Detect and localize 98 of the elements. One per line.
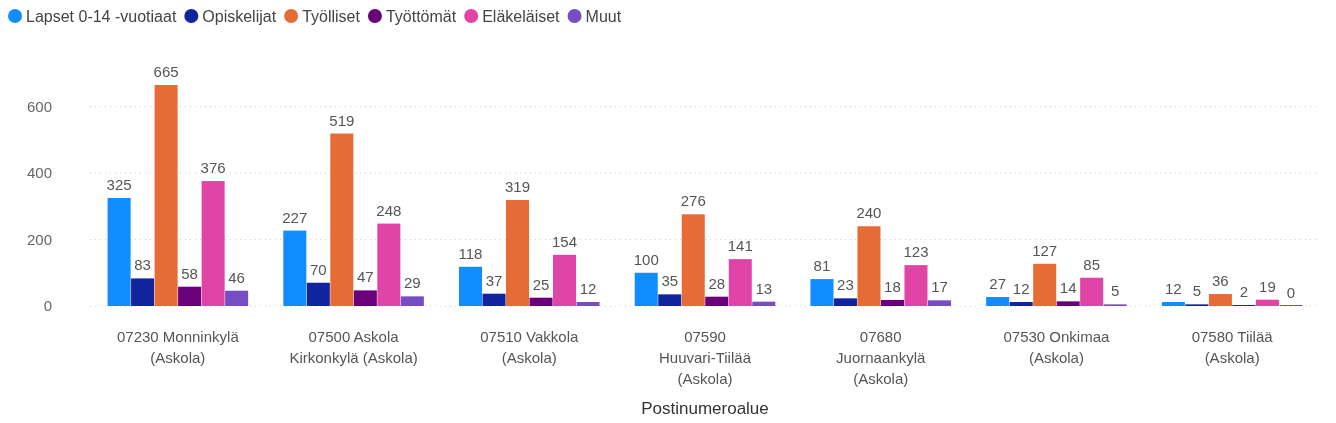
bar bbox=[306, 282, 330, 306]
data-label: 100 bbox=[633, 250, 659, 268]
data-label: 19 bbox=[1259, 277, 1276, 295]
data-label: 37 bbox=[485, 271, 503, 289]
legend-label: Työttömät bbox=[385, 7, 457, 25]
bar bbox=[553, 254, 577, 306]
data-label: 2 bbox=[1239, 283, 1249, 301]
bar bbox=[904, 265, 928, 306]
legend-label: Opiskelijat bbox=[202, 7, 277, 25]
bar bbox=[482, 293, 506, 306]
data-label: 12 bbox=[579, 280, 597, 298]
x-tick-label: 07500 Askola Kirkonkylä (Askola) bbox=[289, 328, 418, 366]
bar bbox=[705, 296, 729, 306]
bar bbox=[1255, 299, 1279, 306]
data-label: 81 bbox=[813, 257, 831, 275]
bar bbox=[131, 278, 155, 306]
bar bbox=[634, 272, 658, 306]
legend-label: Eläkeläiset bbox=[482, 7, 561, 25]
bar bbox=[576, 302, 600, 306]
bar bbox=[506, 199, 530, 306]
x-tick-label: 07680 Juornaankylä (Askola) bbox=[836, 328, 926, 387]
bar bbox=[1056, 301, 1080, 306]
data-label: 5 bbox=[1192, 282, 1202, 300]
bar bbox=[927, 300, 951, 306]
bar bbox=[330, 133, 354, 306]
data-label: 47 bbox=[356, 268, 374, 286]
bar bbox=[459, 266, 483, 306]
legend-label: Lapset 0-14 -vuotiaat bbox=[26, 7, 177, 25]
data-label: 25 bbox=[532, 275, 550, 293]
data-label: 18 bbox=[884, 278, 901, 296]
y-tick-label: 0 bbox=[43, 297, 52, 314]
x-tick-label: 07230 Monninkylä (Askola) bbox=[116, 328, 240, 366]
data-label: 248 bbox=[376, 201, 402, 219]
data-label: 325 bbox=[106, 175, 132, 193]
bar bbox=[681, 214, 705, 306]
data-label: 127 bbox=[1032, 241, 1058, 259]
data-label: 17 bbox=[931, 278, 948, 296]
x-axis-title: Postinumeroalue bbox=[641, 399, 769, 418]
data-label: 5 bbox=[1111, 282, 1120, 300]
y-tick-label: 600 bbox=[26, 97, 52, 115]
data-label: 14 bbox=[1059, 279, 1077, 297]
data-label: 0 bbox=[1286, 284, 1296, 301]
data-label: 227 bbox=[282, 208, 308, 226]
bar bbox=[728, 259, 752, 306]
bar bbox=[107, 197, 131, 306]
bar bbox=[880, 300, 904, 306]
bar bbox=[658, 294, 682, 306]
data-label: 29 bbox=[403, 274, 421, 292]
bar bbox=[225, 290, 249, 306]
legend-label: Muut bbox=[585, 7, 622, 25]
legend-label: Työlliset bbox=[302, 7, 361, 25]
x-tick-label: 07510 Vakkola (Askola) bbox=[480, 328, 579, 366]
data-label: 35 bbox=[661, 272, 679, 290]
bar bbox=[178, 286, 202, 306]
data-label: 83 bbox=[134, 256, 151, 274]
data-label: 13 bbox=[755, 279, 773, 297]
data-label: 123 bbox=[903, 243, 929, 261]
data-label: 58 bbox=[181, 264, 198, 282]
bar bbox=[1033, 263, 1057, 306]
bar bbox=[201, 181, 225, 306]
bar bbox=[400, 296, 424, 306]
bar bbox=[986, 297, 1010, 306]
data-label: 665 bbox=[153, 63, 179, 80]
bar bbox=[353, 290, 377, 306]
bar bbox=[154, 85, 178, 306]
data-label: 27 bbox=[989, 275, 1007, 293]
y-tick-label: 400 bbox=[26, 164, 52, 182]
data-label: 46 bbox=[228, 268, 245, 286]
bar bbox=[833, 298, 857, 306]
data-label: 36 bbox=[1212, 272, 1229, 290]
x-tick-label: 07530 Onkimaa (Askola) bbox=[1003, 328, 1111, 366]
bar bbox=[857, 226, 881, 306]
bar bbox=[810, 279, 834, 306]
bar bbox=[752, 301, 776, 306]
bar bbox=[1009, 302, 1033, 306]
bar bbox=[1161, 302, 1185, 306]
data-label: 519 bbox=[329, 111, 355, 129]
data-label: 376 bbox=[200, 159, 226, 177]
data-label: 118 bbox=[458, 244, 483, 262]
x-tick-label: 07580 Tiilää (Askola) bbox=[1191, 328, 1274, 366]
data-label: 319 bbox=[505, 177, 531, 195]
data-label: 23 bbox=[837, 276, 854, 294]
data-label: 276 bbox=[680, 192, 706, 210]
data-label: 154 bbox=[552, 232, 578, 250]
data-label: 28 bbox=[708, 274, 726, 292]
y-tick-label: 200 bbox=[26, 230, 52, 248]
data-label: 12 bbox=[1165, 280, 1182, 298]
data-label: 141 bbox=[727, 237, 753, 255]
bar bbox=[377, 223, 401, 306]
data-label: 12 bbox=[1012, 280, 1030, 298]
bar bbox=[529, 297, 553, 306]
data-label: 240 bbox=[856, 204, 882, 222]
bar bbox=[283, 230, 307, 306]
bar bbox=[1208, 294, 1232, 306]
bar bbox=[1080, 277, 1104, 306]
data-label: 70 bbox=[309, 260, 327, 278]
data-label: 85 bbox=[1083, 255, 1101, 273]
x-tick-label: 07590 Huuvari-Tiilää (Askola) bbox=[659, 328, 752, 387]
